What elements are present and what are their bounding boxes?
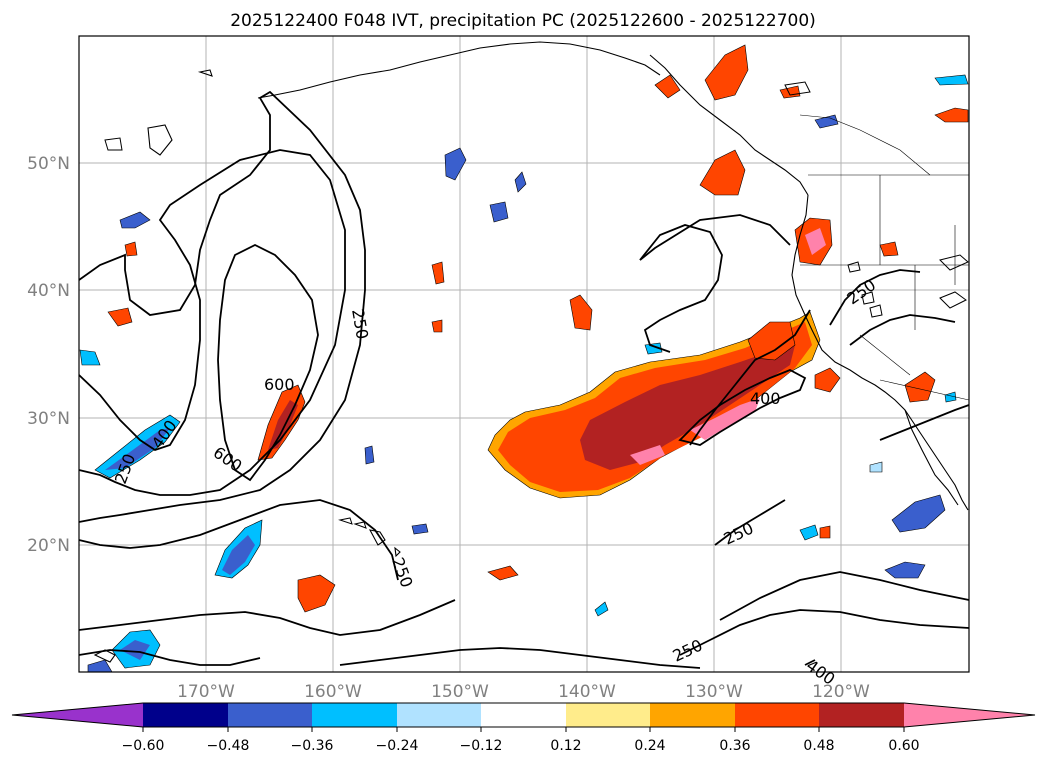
colorbar-segment	[312, 703, 397, 727]
lon-tick: 170°W	[177, 682, 235, 702]
colorbar-segment	[228, 703, 312, 727]
precip-negative-areas	[79, 74, 969, 673]
precip-patch-bc	[699, 149, 746, 196]
colorbar-segment	[819, 703, 904, 727]
lat-tick-labels: 50°N 40°N 30°N 20°N	[27, 154, 70, 556]
colorbar-tick-labels: −0.60 −0.48 −0.36 −0.24 −0.12 0.12 0.24 …	[122, 738, 920, 754]
colorbar-tick-label: 0.36	[719, 738, 750, 754]
lon-tick: 120°W	[812, 682, 870, 702]
colorbar-segment	[481, 703, 566, 727]
contour-400-east	[678, 369, 807, 446]
state-borders	[799, 114, 970, 401]
map-frame	[78, 35, 970, 673]
figure-title: 2025122400 F048 IVT, precipitation PC (2…	[230, 11, 816, 31]
colorbar-tick-label: −0.60	[122, 738, 165, 754]
colorbar-segment	[397, 703, 481, 727]
lon-tick: 140°W	[558, 682, 616, 702]
colorbar-extend-right	[904, 703, 1035, 727]
contour-label: 400	[750, 389, 781, 408]
lat-tick: 30°N	[27, 409, 70, 429]
colorbar-tick-label: −0.48	[207, 738, 250, 754]
colorbar-tick-label: 0.12	[550, 738, 581, 754]
ivt-contours	[78, 90, 970, 669]
lon-tick: 130°W	[685, 682, 743, 702]
lon-tick: 160°W	[304, 682, 362, 702]
lat-tick: 40°N	[27, 281, 70, 301]
island-marks	[104, 81, 969, 529]
colorbar-segment	[143, 703, 228, 727]
colorbar-segment	[566, 703, 650, 727]
colorbar-segment	[735, 703, 819, 727]
colorbar-tick-label: 0.60	[888, 738, 919, 754]
colorbar-tick-label: −0.12	[460, 738, 503, 754]
lon-tick-labels: 170°W 160°W 150°W 140°W 130°W 120°W	[177, 682, 870, 702]
colorbar: −0.60 −0.48 −0.36 −0.24 −0.12 0.12 0.24 …	[11, 702, 1036, 754]
coastline-alaska	[257, 41, 661, 99]
colorbar-tick-label: −0.36	[291, 738, 334, 754]
contour-600-west	[217, 243, 319, 482]
colorbar-extend-left	[12, 703, 143, 727]
contour-label: 600	[264, 375, 295, 394]
contour-250-west	[78, 90, 366, 523]
coastline-us-west	[791, 194, 969, 511]
map-panel: 250 400 600 600 250 400 250 250 250 400 …	[78, 35, 970, 689]
contour-400-west	[78, 149, 346, 496]
lat-tick: 20°N	[27, 536, 70, 556]
lon-tick: 150°W	[431, 682, 489, 702]
lat-tick: 50°N	[27, 154, 70, 174]
colorbar-tick-label: 0.24	[634, 738, 665, 754]
colorbar-tick-label: 0.48	[803, 738, 834, 754]
colorbar-tick-label: −0.24	[376, 738, 419, 754]
colorbar-segment	[650, 703, 735, 727]
colorbar-ticks	[142, 727, 905, 732]
